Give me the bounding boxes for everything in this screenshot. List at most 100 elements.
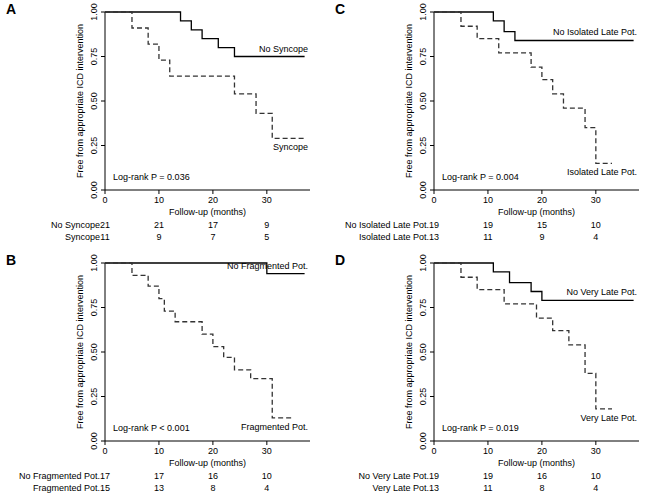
x-tick [212,190,213,194]
x-axis [105,441,310,442]
x-tick-label: 10 [154,195,164,205]
risk-count: 19 [483,471,493,481]
x-tick [212,441,213,445]
x-tick-label: 30 [591,195,601,205]
y-tick-label: 0.25 [418,137,428,155]
y-tick-label: 0.50 [418,92,428,110]
x-tick [266,190,267,194]
y-axis-label: Free from appropriate ICD intervention [404,275,414,429]
y-tick [430,145,434,146]
y-tick-label: 0.00 [418,181,428,199]
panel: B0.000.250.500.751.000102030Follow-up (m… [6,252,310,493]
risk-row-label: No Isolated Late Pot. [345,220,429,230]
y-tick [101,12,105,13]
y-tick-label: 0.00 [89,181,99,199]
panel: D0.000.250.500.751.000102030Follow-up (m… [335,252,639,493]
curve-label: No Isolated Late Pot. [553,27,637,37]
y-tick-label: 0.75 [89,48,99,66]
x-tick [266,441,267,445]
annotation: Log-rank P = 0.019 [442,423,519,433]
risk-row-label: Fragmented Pot. [33,483,100,493]
x-tick-label: 30 [262,446,272,456]
y-tick-label: 1.00 [89,254,99,272]
x-axis-label: Follow-up (months) [169,458,246,468]
risk-row-label: Syncope [65,232,100,242]
risk-count: 7 [210,232,215,242]
x-tick [487,441,488,445]
risk-count: 17 [154,471,164,481]
risk-count: 17 [100,471,110,481]
risk-row-label: No Syncope [51,220,100,230]
y-tick-label: 0.50 [89,343,99,361]
y-tick [101,101,105,102]
risk-count: 8 [539,483,544,493]
y-tick-label: 0.25 [89,388,99,406]
x-axis-label: Follow-up (months) [498,207,575,217]
risk-count: 21 [154,220,164,230]
y-tick [101,145,105,146]
x-tick [434,190,435,194]
risk-count: 17 [208,220,218,230]
risk-count: 9 [156,232,161,242]
y-tick-label: 1.00 [418,254,428,272]
x-tick [595,190,596,194]
plot-area [434,263,634,409]
risk-count: 15 [537,220,547,230]
x-tick-label: 10 [483,446,493,456]
annotation: Log-rank P < 0.001 [113,423,190,433]
x-axis [105,190,310,191]
curve-label: No Fragmented Pot. [227,261,308,271]
y-tick [101,352,105,353]
y-axis-label: Free from appropriate ICD intervention [404,24,414,178]
y-tick-label: 0.75 [418,48,428,66]
panel-letter: D [335,252,345,268]
x-axis [434,190,639,191]
plot-area [105,263,305,418]
x-tick-label: 30 [262,195,272,205]
panel: C0.000.250.500.751.000102030Follow-up (m… [335,1,639,242]
survival-curve [434,263,612,409]
y-tick [101,307,105,308]
x-tick-label: 20 [537,446,547,456]
y-tick [430,396,434,397]
y-tick [430,56,434,57]
y-tick [101,441,105,442]
risk-row-label: No Very Late Pot. [358,471,429,481]
risk-count: 16 [208,471,218,481]
risk-count: 16 [537,471,547,481]
x-tick [105,190,106,194]
y-tick-label: 1.00 [89,3,99,21]
x-tick [487,190,488,194]
y-tick [101,56,105,57]
y-tick [430,307,434,308]
y-axis-label: Free from appropriate ICD intervention [75,275,85,429]
y-tick-label: 0.75 [418,299,428,317]
x-tick-label: 0 [102,446,107,456]
y-tick-label: 0.00 [89,432,99,450]
figure: A0.000.250.500.751.000102030Follow-up (m… [0,0,657,502]
x-tick [595,441,596,445]
risk-count: 4 [593,483,598,493]
survival-curve [105,12,305,138]
curve-label: Very Late Pot. [580,413,637,423]
x-tick-label: 10 [483,195,493,205]
curve-label: No Syncope [259,44,308,54]
y-tick-label: 0.50 [418,343,428,361]
panel-letter: C [335,1,345,17]
plot-area [105,12,305,138]
y-tick-label: 1.00 [418,3,428,21]
risk-count: 13 [154,483,164,493]
risk-count: 13 [429,232,439,242]
x-tick-label: 20 [208,195,218,205]
y-tick-label: 0.00 [418,432,428,450]
x-tick [158,190,159,194]
y-tick [430,352,434,353]
risk-count: 4 [593,232,598,242]
risk-count: 9 [264,220,269,230]
annotation: Log-rank P = 0.004 [442,172,519,182]
risk-row-label: Very Late Pot. [372,483,429,493]
panel-letter: B [6,252,16,268]
y-tick [101,190,105,191]
x-tick [541,441,542,445]
x-tick-label: 0 [431,446,436,456]
